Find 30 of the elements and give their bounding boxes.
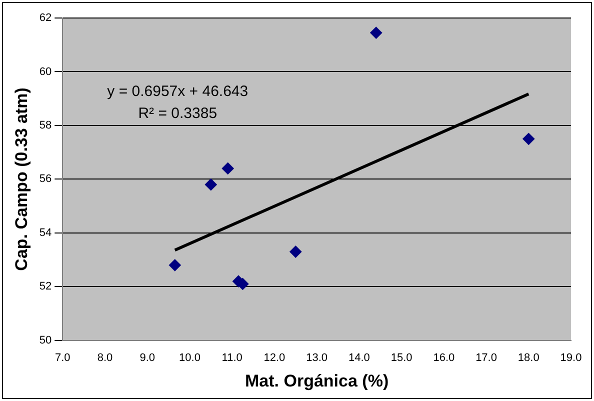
x-tick-label: 10.0 [179, 352, 200, 364]
x-tick-label: 7.0 [54, 352, 70, 364]
x-tick-label: 18.0 [518, 352, 540, 364]
point [222, 162, 234, 174]
y-tick-label: 52 [39, 280, 52, 293]
x-tick-label: 11.0 [222, 352, 242, 364]
y-axis-title: Cap. Campo (0.33 atm) [12, 88, 31, 271]
x-tick-label: 15.0 [390, 352, 412, 364]
x-tick-label: 14.0 [348, 352, 370, 364]
y-tick-label: 54 [39, 226, 52, 239]
annotation: y = 0.6957x + 46.643 [107, 83, 248, 100]
x-tick-label: 13.0 [306, 352, 328, 364]
x-tick-label: 12.0 [264, 352, 286, 364]
y-tick-label: 60 [39, 66, 52, 78]
x-tick-label: 17.0 [476, 352, 497, 364]
point [370, 26, 382, 39]
x-tick-label: 16.0 [433, 352, 455, 364]
point [290, 246, 302, 258]
point [168, 259, 181, 272]
y-tick-label: 50 [39, 334, 52, 346]
x-tick-label: 8.0 [97, 352, 113, 364]
y-tick-label: 58 [39, 120, 52, 132]
point [204, 178, 217, 191]
x-tick-label: 19.0 [560, 352, 582, 364]
x-axis-title: Mat. Orgánica (%) [245, 371, 389, 390]
x-tick-label: 9.0 [140, 352, 156, 364]
annotation: R² = 0.3385 [138, 105, 218, 122]
y-tick-label: 62 [39, 12, 52, 24]
y-tick-label: 56 [39, 173, 52, 186]
point [522, 132, 535, 145]
